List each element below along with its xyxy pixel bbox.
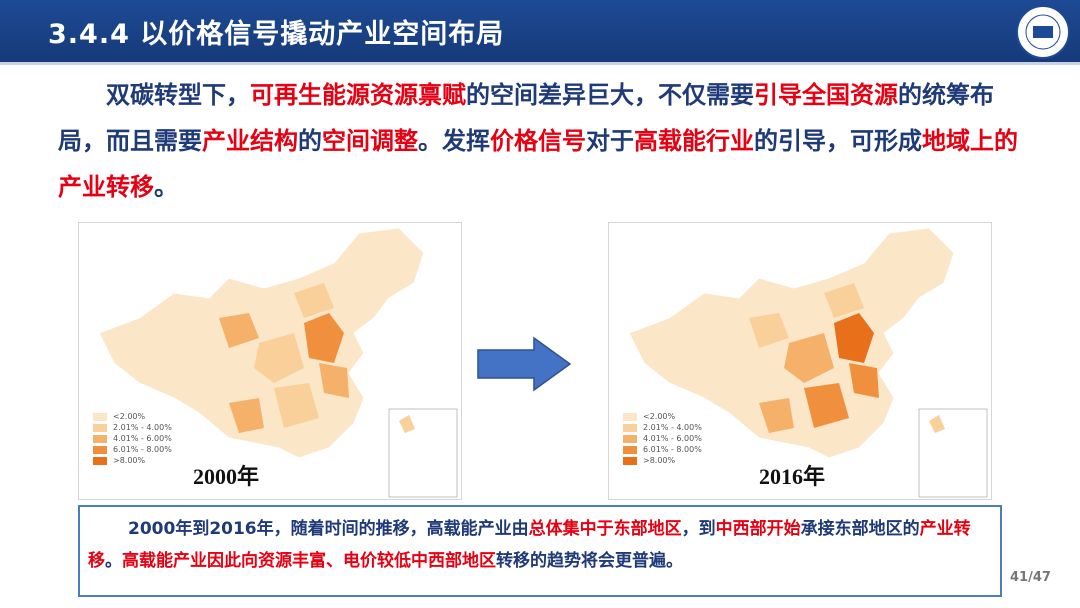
legend-item: <2.00% [623,411,702,422]
note-box: 2000年到2016年，随着时间的推移，高载能产业由总体集中于东部地区，到中西部… [78,505,1002,597]
text: ，到 [681,519,716,539]
text: 的统筹布局，而且需要 [58,81,994,155]
arrow [477,336,572,392]
emphasis-text: 高载能行业 [634,127,754,155]
legend-swatch [623,423,637,432]
legend-item: 2.01% - 4.00% [93,422,172,433]
legend-item: 6.01% - 8.00% [623,444,702,455]
header-bar: 3.4.4 以价格信号撬动产业空间布局 [0,0,1080,65]
legend-label: >8.00% [643,456,676,465]
emphasis-text: 产业结构 [202,127,298,155]
text: 。发挥 [418,127,490,155]
legend-label: 2.01% - 4.00% [113,423,172,432]
emphasis-text: 中西部开始 [715,519,801,539]
map-2016: <2.00% 2.01% - 4.00% 4.01% - 6.00% 6.01% - … [608,222,992,500]
legend-item: >8.00% [623,455,702,466]
emphasis-text: 引导全国资源 [754,81,898,109]
emphasis-text: 产业转移 [88,519,971,571]
legend-label: 4.01% - 6.00% [643,434,702,443]
year-label: 2000年 [193,464,260,489]
legend-label: 4.01% - 6.00% [113,434,172,443]
legend-item: 6.01% - 8.00% [93,444,172,455]
legend-label: >8.00% [113,456,146,465]
legend-item: <2.00% [93,411,172,422]
legend-label: 6.01% - 8.00% [113,445,172,454]
legend-label: 6.01% - 8.00% [643,445,702,454]
text: 的 [298,127,322,155]
emphasis-text: 空间调整 [322,127,418,155]
text: 2000年到2016年，随着时间的推移，高载能产业由 [128,519,529,539]
emphasis-text: 总体集中于东部地区 [528,519,682,539]
legend-swatch [623,412,637,421]
legend-item: >8.00% [93,455,172,466]
emphasis-text: 价格信号 [490,127,586,155]
text: 。 [154,173,178,201]
slide-title: 3.4.4 以价格信号撬动产业空间布局 [48,19,505,50]
legend-swatch [93,412,107,421]
legend-swatch [93,434,107,443]
legend-swatch [93,445,107,454]
map-graphic [628,227,988,498]
map-2000: <2.00% 2.01% - 4.00% 4.01% - 6.00% 6.01% - … [78,222,462,500]
text: 的引导，可形成 [754,127,922,155]
logo [1016,5,1070,59]
legend: <2.00% 2.01% - 4.00% 4.01% - 6.00% 6.01% - … [93,411,172,466]
emphasis-text: 可再生能源资源禀赋 [250,81,466,109]
emphasis-text: 地域上的产业转移 [58,127,1018,201]
legend-swatch [623,434,637,443]
legend: <2.00% 2.01% - 4.00% 4.01% - 6.00% 6.01% - … [623,411,702,466]
legend-item: 2.01% - 4.00% [623,422,702,433]
year-label: 2016年 [759,464,826,489]
legend-swatch [93,423,107,432]
text: 的空间差异巨大，不仅需要 [466,81,754,109]
text: 承接东部地区的 [800,519,920,539]
text: 转移的趋势将会更普遍。 [496,551,683,571]
legend-swatch [93,456,107,465]
text: 双碳转型下， [106,81,250,109]
legend-swatch [623,456,637,465]
emphasis-text: 高载能产业因此向资源丰富、电价较低中西部地区 [122,551,496,571]
text: 对于 [586,127,634,155]
legend-label: 2.01% - 4.00% [643,423,702,432]
legend-swatch [623,445,637,454]
text: 。 [105,551,122,571]
map-graphic [98,227,458,498]
legend-label: <2.00% [113,412,146,421]
page-number: 41/47 [1010,570,1051,585]
legend-item: 4.01% - 6.00% [623,433,702,444]
intro-paragraph: 双碳转型下，可再生能源资源禀赋的空间差异巨大，不仅需要引导全国资源的统筹布局，而… [58,72,1018,210]
legend-label: <2.00% [643,412,676,421]
legend-item: 4.01% - 6.00% [93,433,172,444]
